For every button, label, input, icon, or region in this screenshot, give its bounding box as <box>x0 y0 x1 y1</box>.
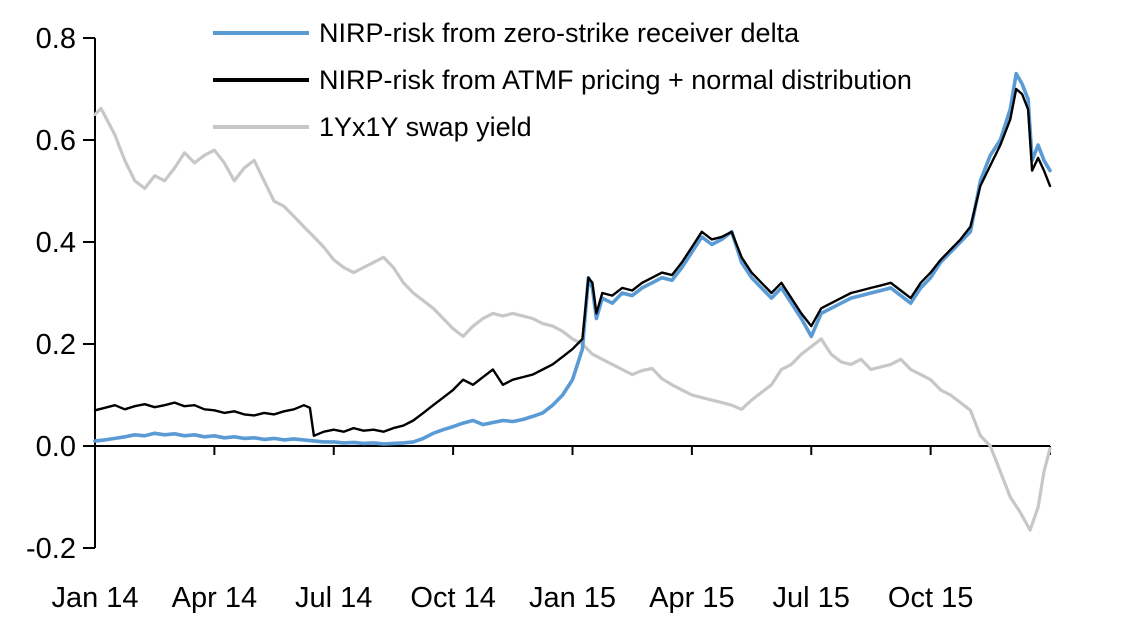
x-tick-label: Apr 14 <box>172 582 257 614</box>
legend-item-atmf: NIRP-risk from ATMF pricing + normal dis… <box>213 63 912 97</box>
legend-label-swap-yield: 1Yx1Y swap yield <box>319 112 532 142</box>
y-tick-label: 0.4 <box>36 227 76 259</box>
series-line-0 <box>93 71 1052 446</box>
x-tick-label: Apr 15 <box>649 582 734 614</box>
y-tick-label: -0.2 <box>26 533 76 565</box>
legend-line-gray <box>213 124 309 130</box>
legend-item-zero-strike: NIRP-risk from zero-strike receiver delt… <box>213 16 912 50</box>
legend-line-black <box>213 78 309 82</box>
x-tick-label: Jul 15 <box>773 582 850 614</box>
legend-item-swap-yield: 1Yx1Y swap yield <box>213 110 912 144</box>
legend-line-blue <box>213 30 309 36</box>
x-tick-label: Jul 14 <box>295 582 372 614</box>
series-line-1 <box>93 87 1052 437</box>
legend-label-zero-strike: NIRP-risk from zero-strike receiver delt… <box>319 18 800 48</box>
x-tick-label: Jan 14 <box>51 582 138 614</box>
y-tick-label: 0.6 <box>36 125 76 157</box>
x-tick-label: Jan 15 <box>529 582 616 614</box>
y-tick-label: 0.0 <box>36 431 76 463</box>
legend-label-atmf: NIRP-risk from ATMF pricing + normal dis… <box>319 65 912 95</box>
y-tick-label: 0.2 <box>36 329 76 361</box>
series-line-2 <box>93 106 1052 532</box>
x-tick-label: Oct 15 <box>888 582 973 614</box>
legend: NIRP-risk from zero-strike receiver delt… <box>213 16 912 144</box>
y-tick-label: 0.8 <box>36 23 76 55</box>
x-tick-label: Oct 14 <box>410 582 495 614</box>
